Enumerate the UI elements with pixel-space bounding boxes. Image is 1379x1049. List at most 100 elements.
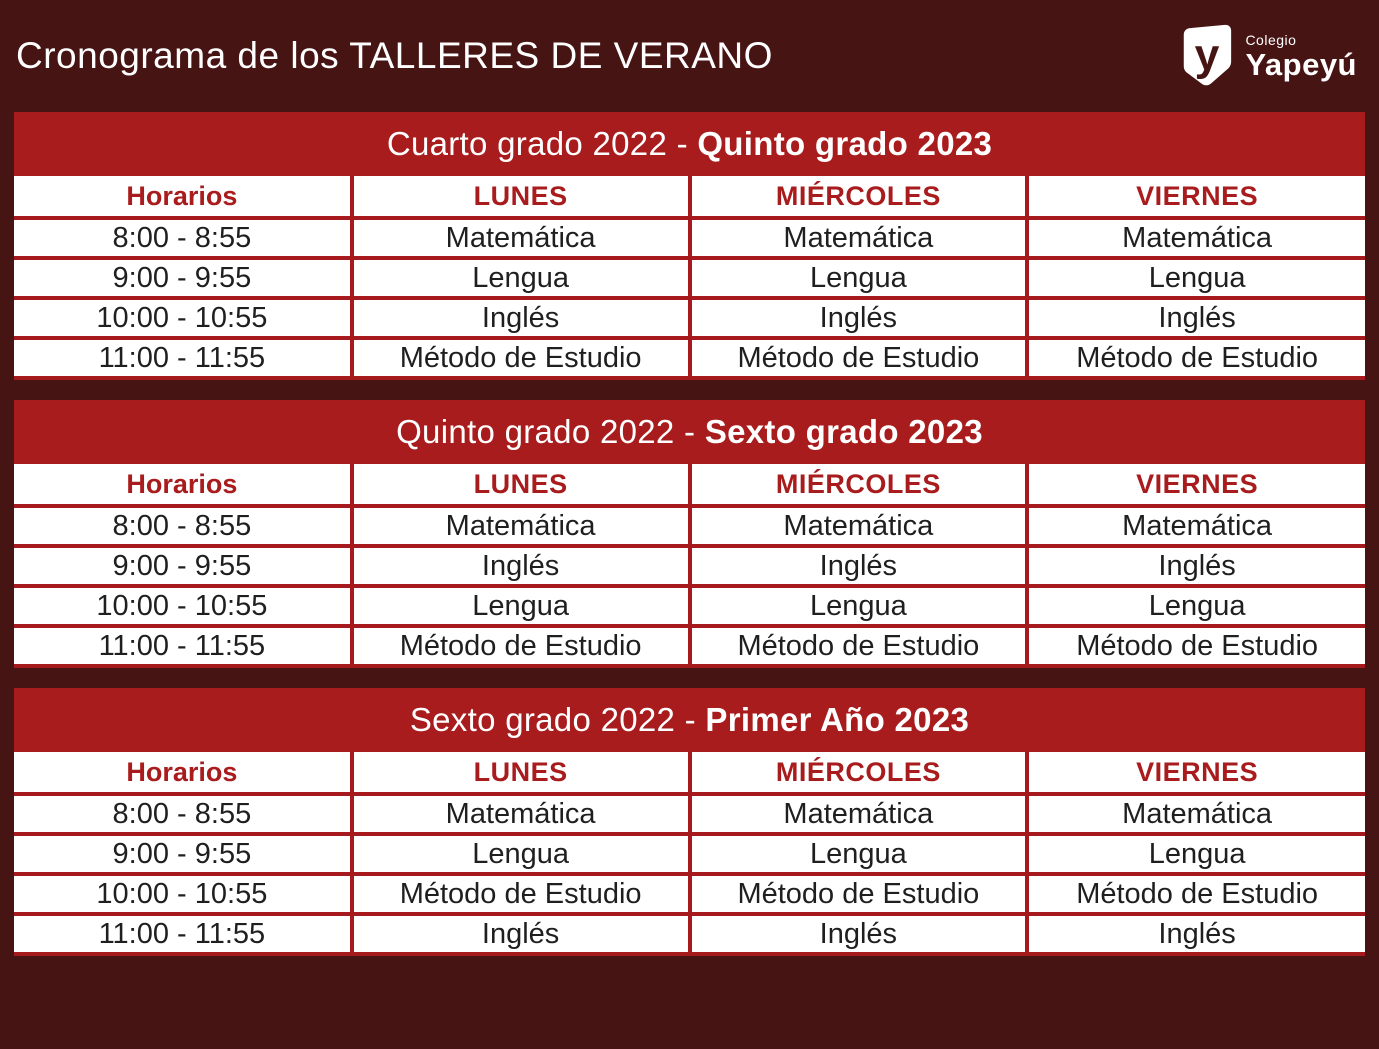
- subject-cell: Método de Estudio: [687, 624, 1030, 668]
- table-row: 9:00 - 9:55 Lengua Lengua Lengua: [14, 832, 1365, 876]
- table-row: 8:00 - 8:55 Matemática Matemática Matemátic…: [14, 792, 1365, 836]
- column-header-row: Horarios LUNES MIÉRCOLES VIERNES: [14, 752, 1365, 796]
- time-cell: 8:00 - 8:55: [14, 216, 354, 260]
- subject-cell: Matemática: [1025, 792, 1365, 836]
- column-header-lunes: LUNES: [349, 176, 692, 220]
- table-row: 11:00 - 11:55 Inglés Inglés Inglés: [14, 912, 1365, 956]
- column-header-miercoles: MIÉRCOLES: [687, 176, 1030, 220]
- shield-y-icon: y: [1184, 24, 1232, 86]
- table-title-bold: Quinto grado 2023: [697, 125, 993, 162]
- schedule-table: Horarios LUNES MIÉRCOLES VIERNES 8:00 - …: [14, 752, 1365, 956]
- time-cell: 10:00 - 10:55: [14, 872, 354, 916]
- table-row: 8:00 - 8:55 Matemática Matemática Matemátic…: [14, 504, 1365, 548]
- column-header-horarios: Horarios: [14, 176, 354, 220]
- subject-cell: Lengua: [687, 256, 1030, 300]
- column-header-viernes: VIERNES: [1025, 176, 1365, 220]
- subject-cell: Método de Estudio: [1025, 872, 1365, 916]
- page-header: Cronograma de los TALLERES DE VERANO y C…: [0, 0, 1379, 112]
- schedule-block-cuarto-quinto: Cuarto grado 2022 - Quinto grado 2023 Ho…: [14, 112, 1365, 380]
- subject-cell: Inglés: [1025, 912, 1365, 956]
- table-title-bold: Primer Año 2023: [705, 701, 970, 738]
- subject-cell: Lengua: [1025, 256, 1365, 300]
- table-row: 9:00 - 9:55 Lengua Lengua Lengua: [14, 256, 1365, 300]
- subject-cell: Método de Estudio: [1025, 336, 1365, 380]
- table-title-regular: Quinto grado 2022 -: [396, 413, 696, 450]
- colegio-yapeyu-logo: y Colegio Yapeyú: [1177, 24, 1361, 88]
- column-header-lunes: LUNES: [349, 464, 692, 508]
- subject-cell: Lengua: [349, 832, 692, 876]
- subject-cell: Lengua: [687, 584, 1030, 628]
- time-cell: 11:00 - 11:55: [14, 624, 354, 668]
- column-header-miercoles: MIÉRCOLES: [687, 464, 1030, 508]
- subject-cell: Inglés: [349, 296, 692, 340]
- table-title: Sexto grado 2022 - Primer Año 2023: [410, 701, 969, 739]
- schedule-tables: Cuarto grado 2022 - Quinto grado 2023 Ho…: [14, 112, 1365, 956]
- table-row: 8:00 - 8:55 Matemática Matemática Matemátic…: [14, 216, 1365, 260]
- table-title-bold: Sexto grado 2023: [704, 413, 983, 450]
- subject-cell: Matemática: [349, 504, 692, 548]
- column-header-row: Horarios LUNES MIÉRCOLES VIERNES: [14, 176, 1365, 220]
- subject-cell: Inglés: [349, 912, 692, 956]
- column-header-horarios: Horarios: [14, 464, 354, 508]
- subject-cell: Método de Estudio: [687, 872, 1030, 916]
- table-row: 10:00 - 10:55 Inglés Inglés Inglés: [14, 296, 1365, 340]
- subject-cell: Matemática: [349, 216, 692, 260]
- time-cell: 10:00 - 10:55: [14, 584, 354, 628]
- subject-cell: Matemática: [349, 792, 692, 836]
- time-cell: 9:00 - 9:55: [14, 832, 354, 876]
- time-cell: 11:00 - 11:55: [14, 336, 354, 380]
- subject-cell: Lengua: [1025, 832, 1365, 876]
- column-header-row: Horarios LUNES MIÉRCOLES VIERNES: [14, 464, 1365, 508]
- logo-college-label: Colegio: [1245, 31, 1297, 48]
- table-title-regular: Cuarto grado 2022 -: [386, 125, 688, 162]
- subject-cell: Lengua: [687, 832, 1030, 876]
- schedule-table: Horarios LUNES MIÉRCOLES VIERNES 8:00 - …: [14, 176, 1365, 380]
- table-title: Cuarto grado 2022 - Quinto grado 2023: [387, 125, 992, 163]
- table-row: 11:00 - 11:55 Método de Estudio Método de …: [14, 336, 1365, 380]
- subject-cell: Lengua: [349, 584, 692, 628]
- table-title: Quinto grado 2022 - Sexto grado 2023: [396, 413, 983, 451]
- subject-cell: Inglés: [687, 912, 1030, 956]
- logo-text: Colegio Yapeyú: [1245, 33, 1357, 80]
- subject-cell: Lengua: [1025, 584, 1365, 628]
- subject-cell: Inglés: [349, 544, 692, 588]
- subject-cell: Matemática: [1025, 504, 1365, 548]
- column-header-lunes: LUNES: [349, 752, 692, 796]
- schedule-block-sexto-primer-anio: Sexto grado 2022 - Primer Año 2023 Horar…: [14, 688, 1365, 956]
- table-title-band: Cuarto grado 2022 - Quinto grado 2023: [14, 112, 1365, 176]
- subject-cell: Método de Estudio: [1025, 624, 1365, 668]
- subject-cell: Inglés: [1025, 544, 1365, 588]
- time-cell: 11:00 - 11:55: [14, 912, 354, 956]
- time-cell: 8:00 - 8:55: [14, 792, 354, 836]
- subject-cell: Método de Estudio: [349, 624, 692, 668]
- schedule-table: Horarios LUNES MIÉRCOLES VIERNES 8:00 - …: [14, 464, 1365, 668]
- subject-cell: Matemática: [687, 504, 1030, 548]
- subject-cell: Lengua: [349, 256, 692, 300]
- time-cell: 10:00 - 10:55: [14, 296, 354, 340]
- table-row: 9:00 - 9:55 Inglés Inglés Inglés: [14, 544, 1365, 588]
- time-cell: 9:00 - 9:55: [14, 256, 354, 300]
- table-row: 11:00 - 11:55 Método de Estudio Método de …: [14, 624, 1365, 668]
- subject-cell: Matemática: [687, 792, 1030, 836]
- subject-cell: Método de Estudio: [349, 872, 692, 916]
- subject-cell: Matemática: [1025, 216, 1365, 260]
- column-header-horarios: Horarios: [14, 752, 354, 796]
- subject-cell: Método de Estudio: [349, 336, 692, 380]
- svg-text:y: y: [1195, 31, 1220, 80]
- subject-cell: Método de Estudio: [687, 336, 1030, 380]
- table-row: 10:00 - 10:55 Método de Estudio Método de …: [14, 872, 1365, 916]
- table-title-regular: Sexto grado 2022 -: [409, 701, 696, 738]
- subject-cell: Inglés: [1025, 296, 1365, 340]
- column-header-viernes: VIERNES: [1025, 464, 1365, 508]
- table-title-band: Quinto grado 2022 - Sexto grado 2023: [14, 400, 1365, 464]
- subject-cell: Inglés: [687, 544, 1030, 588]
- logo-college-name: Yapeyú: [1245, 46, 1357, 82]
- table-row: 10:00 - 10:55 Lengua Lengua Lengua: [14, 584, 1365, 628]
- time-cell: 8:00 - 8:55: [14, 504, 354, 548]
- page-title: Cronograma de los TALLERES DE VERANO: [16, 35, 773, 76]
- time-cell: 9:00 - 9:55: [14, 544, 354, 588]
- subject-cell: Matemática: [687, 216, 1030, 260]
- column-header-miercoles: MIÉRCOLES: [687, 752, 1030, 796]
- subject-cell: Inglés: [687, 296, 1030, 340]
- column-header-viernes: VIERNES: [1025, 752, 1365, 796]
